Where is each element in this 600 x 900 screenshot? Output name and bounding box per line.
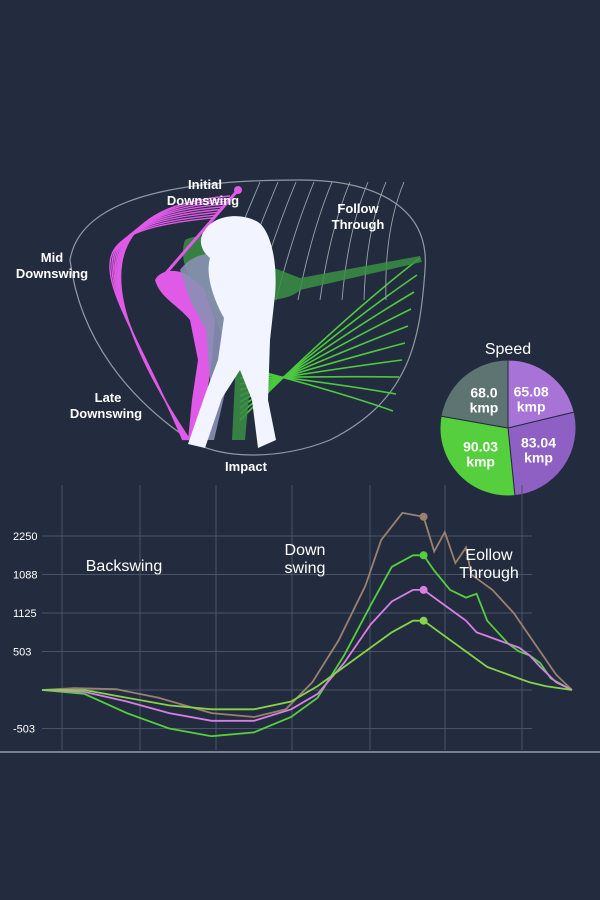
pie-title: Speed — [485, 341, 531, 358]
chart-annotation: Through — [459, 565, 519, 582]
swing-speed-line-chart: 2250 1088 1125 503 -503 Backswing Downswing Eo… — [0, 485, 600, 752]
series-line — [42, 555, 572, 736]
pie-slice-label: kmp — [466, 453, 495, 469]
pie-slice-label: 83.04 — [521, 435, 556, 451]
label-initial-downswing-line2: Downswing — [167, 193, 239, 208]
series-peak-marker — [420, 551, 428, 559]
chart-annotation: Eollow — [465, 547, 513, 564]
guide-line — [342, 182, 368, 300]
y-tick-label: 503 — [13, 647, 31, 659]
pie-slice-label: 65.08 — [514, 384, 549, 400]
label-impact: Impact — [225, 459, 268, 474]
y-tick-label: 2250 — [13, 531, 37, 543]
series-line — [42, 621, 572, 710]
chart-peak-markers — [420, 513, 428, 625]
series-peak-marker — [420, 586, 428, 594]
label-late-downswing-line2: Downswing — [70, 406, 142, 421]
y-tick-label: 1125 — [13, 608, 37, 620]
chart-annotation: Down — [285, 542, 326, 559]
y-axis-tick-labels: 2250 1088 1125 503 -503 — [13, 531, 37, 736]
series-peak-marker — [420, 617, 428, 625]
pie-slice-label: kmp — [517, 399, 546, 415]
pie-slice-label: 68.0 — [470, 384, 497, 400]
y-tick-label: -503 — [13, 724, 35, 736]
chart-annotation: Backswing — [86, 558, 162, 575]
pie-slice-label: 90.03 — [463, 438, 498, 454]
label-mid-downswing-line1: Mid — [41, 250, 63, 265]
label-follow-through-line1: Follow — [337, 201, 379, 216]
label-follow-through-line2: Through — [332, 217, 385, 232]
series-line — [42, 590, 572, 721]
chart-annotation: swing — [285, 560, 326, 577]
series-peak-marker — [420, 513, 428, 521]
y-tick-label: 1088 — [13, 570, 37, 582]
pie-slice-label: kmp — [470, 399, 499, 415]
label-initial-downswing-line1: Initial — [188, 177, 222, 192]
pie-slices — [440, 360, 576, 496]
pie-slice-label: kmp — [524, 450, 553, 466]
guide-line — [364, 182, 386, 300]
swing-diagram: Initial Downswing Mid Downswing Late Dow… — [16, 177, 425, 474]
label-mid-downswing-line2: Downswing — [16, 266, 88, 281]
label-late-downswing-line1: Late — [95, 390, 122, 405]
